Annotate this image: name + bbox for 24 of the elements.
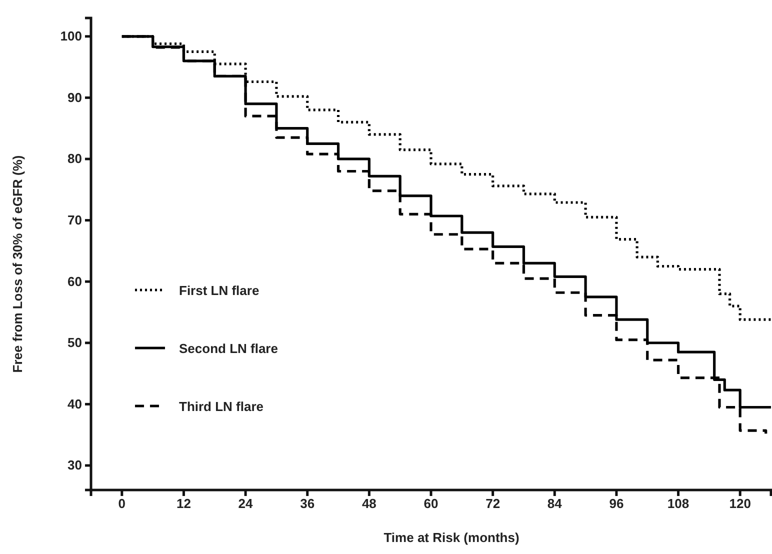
x-tick-label: 12	[176, 496, 191, 512]
y-tick-label: 40	[68, 396, 82, 412]
legend-label: First LN flare	[179, 283, 260, 298]
x-tick-label: 120	[729, 496, 751, 512]
legend-label: Second LN flare	[179, 341, 278, 356]
y-tick-label: 80	[68, 151, 82, 166]
y-tick-label: 30	[68, 458, 82, 473]
y-tick-label: 60	[68, 274, 82, 289]
y-tick-label: 50	[68, 335, 82, 350]
x-axis-title: Time at Risk (months)	[384, 530, 520, 545]
x-tick-label: 72	[486, 496, 500, 512]
y-tick-label: 90	[68, 90, 82, 105]
y-tick-label: 100	[60, 28, 82, 44]
x-tick-label: 48	[362, 496, 376, 512]
x-tick-label: 60	[424, 496, 438, 512]
x-tick-label: 108	[667, 496, 690, 512]
x-tick-label: 0	[118, 496, 126, 512]
y-tick-label: 70	[68, 212, 82, 228]
x-tick-label: 24	[238, 496, 254, 512]
y-axis-title: Free from Loss of 30% of eGFR (%)	[10, 155, 25, 373]
x-tick-label: 96	[609, 496, 624, 512]
x-tick-label: 84	[547, 496, 563, 512]
legend-label: Third LN flare	[179, 399, 264, 414]
x-tick-label: 36	[300, 496, 315, 512]
